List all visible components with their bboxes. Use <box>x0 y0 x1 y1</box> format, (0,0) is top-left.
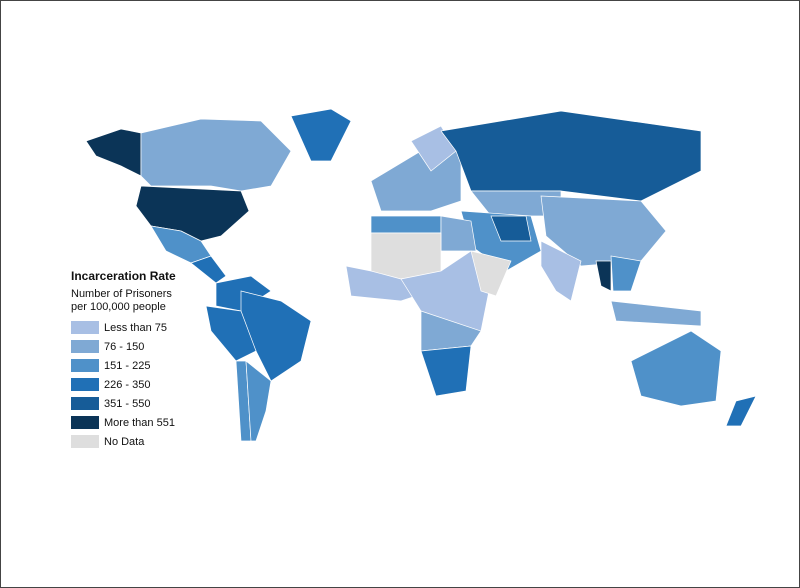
argentina <box>245 360 272 442</box>
iran <box>490 215 532 242</box>
legend-subtitle: Number of Prisoners <box>71 288 172 300</box>
legend-swatch <box>71 416 99 429</box>
russia <box>440 110 702 202</box>
south-africa <box>420 345 472 397</box>
india <box>540 240 582 302</box>
southeast-asia <box>610 255 642 292</box>
legend-subtitle: per 100,000 people <box>71 301 166 313</box>
usa <box>135 185 250 242</box>
legend-label: 351 - 550 <box>104 398 150 410</box>
legend-label: 226 - 350 <box>104 379 150 391</box>
legend-label: No Data <box>104 436 145 448</box>
canada <box>140 118 292 192</box>
thailand <box>595 260 612 292</box>
libya-egypt <box>440 215 477 252</box>
legend-swatch <box>71 359 99 372</box>
legend-swatch <box>71 378 99 391</box>
legend-swatch <box>71 435 99 448</box>
legend-label: Less than 75 <box>104 322 167 334</box>
legend: Incarceration Rate Number of Prisoners p… <box>71 269 176 448</box>
europe <box>370 150 462 212</box>
horn-of-africa <box>470 250 512 297</box>
alaska <box>85 128 142 177</box>
greenland <box>290 108 352 162</box>
maghreb <box>370 215 442 234</box>
legend-label: More than 551 <box>104 417 175 429</box>
legend-label: 76 - 150 <box>104 341 144 353</box>
central-america <box>190 255 227 284</box>
legend-label: 151 - 225 <box>104 360 150 372</box>
countries <box>85 108 757 442</box>
peru-bolivia <box>205 305 257 362</box>
indonesia <box>610 300 702 327</box>
legend-swatch <box>71 321 99 334</box>
legend-title: Incarceration Rate <box>71 269 176 283</box>
legend-swatch <box>71 340 99 353</box>
new-zealand <box>725 395 757 427</box>
legend-swatch <box>71 397 99 410</box>
australia <box>630 330 722 407</box>
